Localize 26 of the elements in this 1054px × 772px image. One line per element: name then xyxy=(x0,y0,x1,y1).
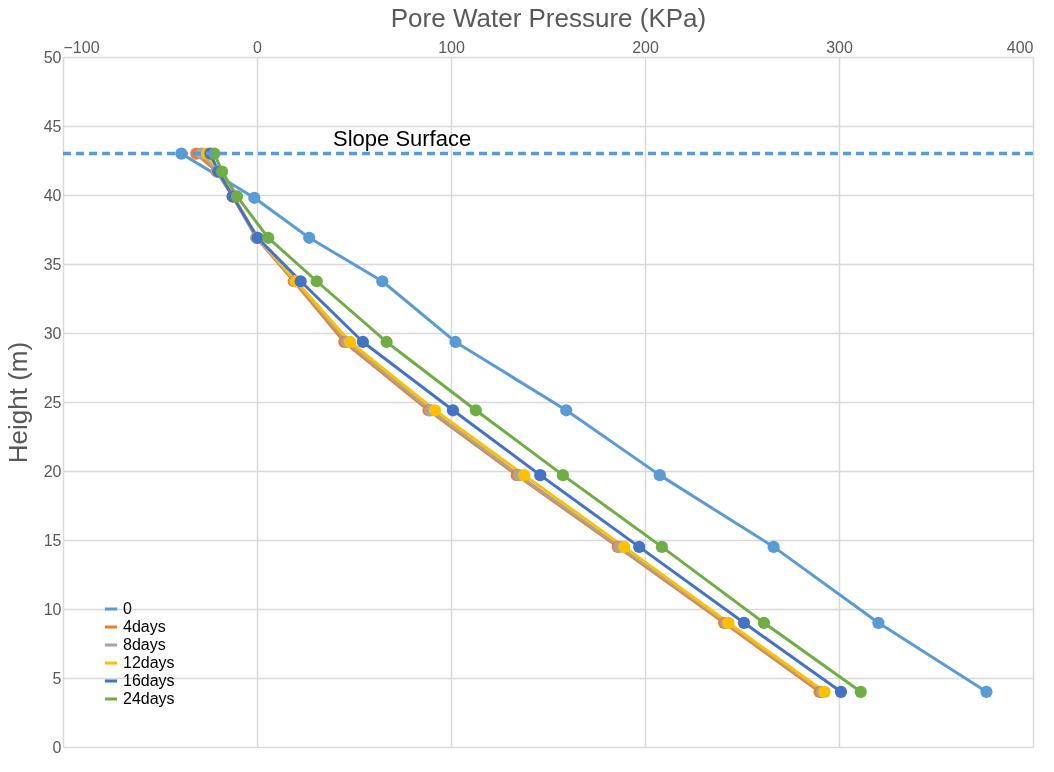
y-tick-label: 0 xyxy=(52,738,62,756)
x-tick-label: 400 xyxy=(1006,38,1034,56)
x-tick-label: −100 xyxy=(63,38,100,56)
y-tick-label: 35 xyxy=(43,255,62,273)
legend-label: 8days xyxy=(123,636,166,653)
x-tick-label: 300 xyxy=(826,38,853,56)
y-tick-label: 15 xyxy=(43,531,62,549)
y-tick-label: 25 xyxy=(43,393,62,411)
legend-label: 0 xyxy=(123,600,132,617)
y-tick-label: 10 xyxy=(43,600,62,618)
y-tick-label: 45 xyxy=(43,117,62,135)
legend-label: 12days xyxy=(123,654,175,671)
y-axis-title: Height (m) xyxy=(2,341,33,464)
y-tick-label: 50 xyxy=(43,48,62,66)
legend-label: 16days xyxy=(123,672,175,689)
y-tick-label: 40 xyxy=(43,186,62,204)
legend-label: 4days xyxy=(123,618,166,635)
ref-line-label: Slope Surface xyxy=(333,125,472,151)
y-tick-label: 30 xyxy=(43,324,62,342)
x-tick-label: 100 xyxy=(438,38,465,56)
x-axis-title: Pore Water Pressure (KPa) xyxy=(390,2,707,33)
x-tick-label: 200 xyxy=(632,38,659,56)
x-tick-label: 0 xyxy=(253,38,263,56)
legend-label: 24days xyxy=(123,690,175,707)
y-tick-label: 20 xyxy=(43,462,62,480)
y-tick-label: 5 xyxy=(52,669,62,687)
